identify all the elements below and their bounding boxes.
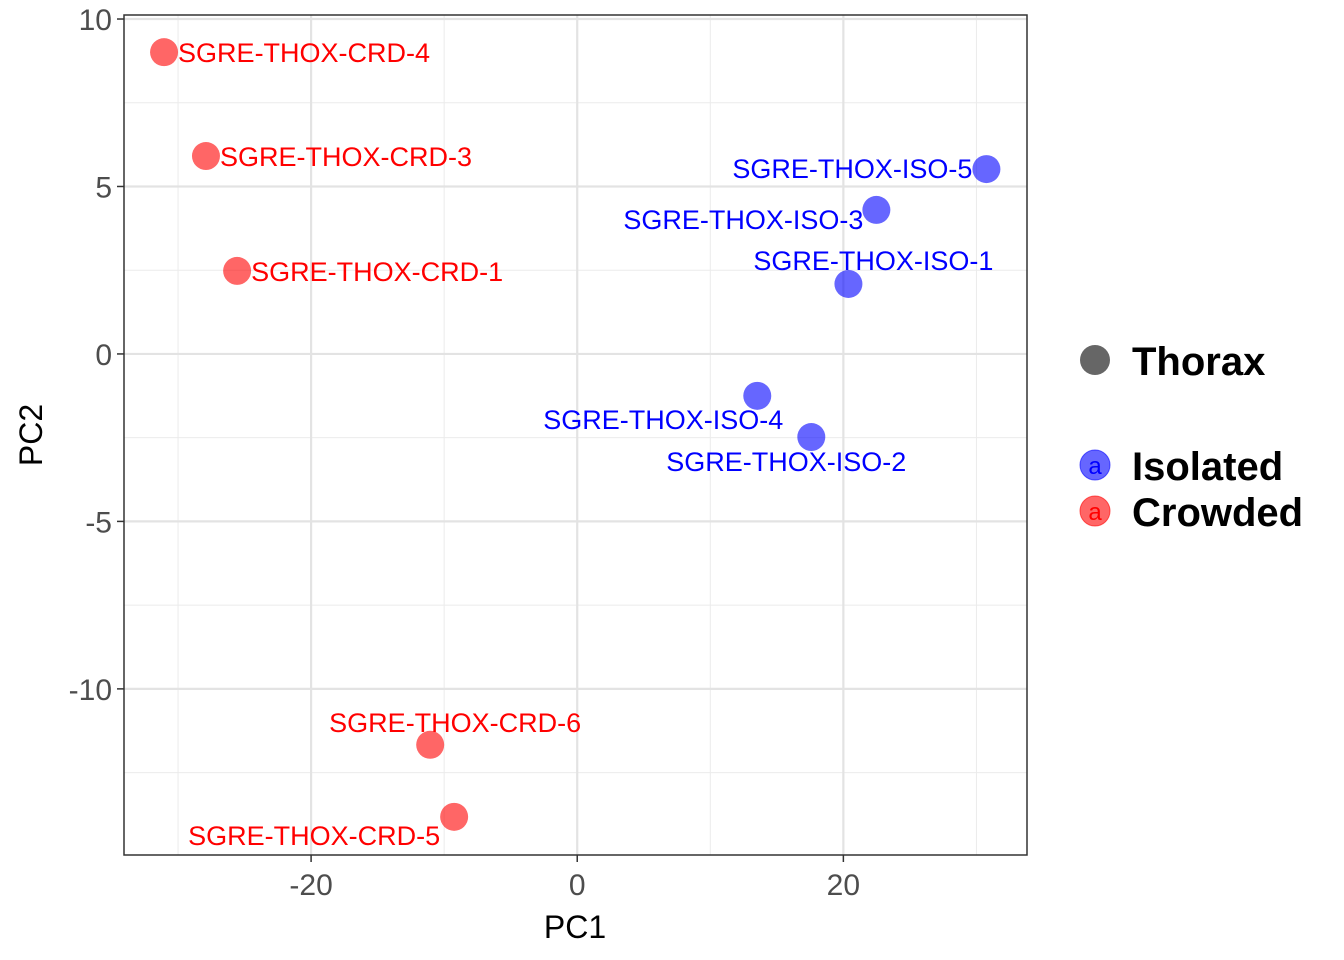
data-point (191, 142, 220, 171)
legend: Thorax a Isolated a Crowded (1079, 340, 1303, 535)
legend-shape-title: Thorax (1132, 340, 1265, 384)
point-label: SGRE-THOX-ISO-5 (732, 154, 972, 184)
point-label: SGRE-THOX-CRD-5 (188, 821, 440, 851)
x-axis-title: PC1 (544, 909, 606, 945)
y-axis-title: PC2 (13, 404, 49, 466)
data-point (743, 381, 772, 410)
data-point (150, 38, 179, 67)
grid (124, 15, 1027, 855)
axes: -20 0 20 10 5 0 -5 -10 (69, 4, 860, 902)
x-tick-label: 0 (569, 869, 586, 902)
legend-key-crowded (1079, 495, 1111, 527)
panel-border (123, 14, 1028, 856)
point-label: SGRE-THOX-ISO-1 (753, 246, 993, 276)
points (150, 38, 1001, 831)
data-point (797, 423, 826, 452)
point-labels: SGRE-THOX-ISO-5 SGRE-THOX-ISO-3 SGRE-THOX-… (178, 38, 993, 851)
y-tick-label: 5 (95, 171, 112, 204)
point-label: SGRE-THOX-CRD-6 (329, 708, 581, 738)
legend-key-isolated (1079, 449, 1111, 481)
y-tick-label: -10 (69, 674, 112, 707)
y-tick-label: 10 (79, 4, 112, 37)
data-point (862, 195, 891, 224)
point-label: SGRE-THOX-ISO-2 (666, 447, 906, 477)
point-label: SGRE-THOX-CRD-3 (220, 142, 472, 172)
point-label: SGRE-THOX-CRD-1 (251, 257, 503, 287)
y-tick-label: 0 (95, 339, 112, 372)
x-tick-label: -20 (289, 869, 332, 902)
legend-label-crowded: Crowded (1132, 491, 1303, 535)
data-point (834, 269, 863, 298)
legend-label-isolated: Isolated (1132, 445, 1283, 489)
legend-shape-key (1080, 345, 1110, 375)
legend-key-glyph: a (1088, 453, 1102, 480)
data-point (440, 802, 469, 831)
y-tick-label: -5 (85, 506, 112, 539)
x-tick-label: 20 (827, 869, 860, 902)
point-label: SGRE-THOX-ISO-3 (623, 205, 863, 235)
data-point (972, 155, 1001, 184)
point-label: SGRE-THOX-CRD-4 (178, 38, 430, 68)
point-label: SGRE-THOX-ISO-4 (543, 405, 783, 435)
data-point (223, 256, 252, 285)
data-point (416, 730, 445, 759)
legend-key-glyph: a (1088, 499, 1102, 526)
